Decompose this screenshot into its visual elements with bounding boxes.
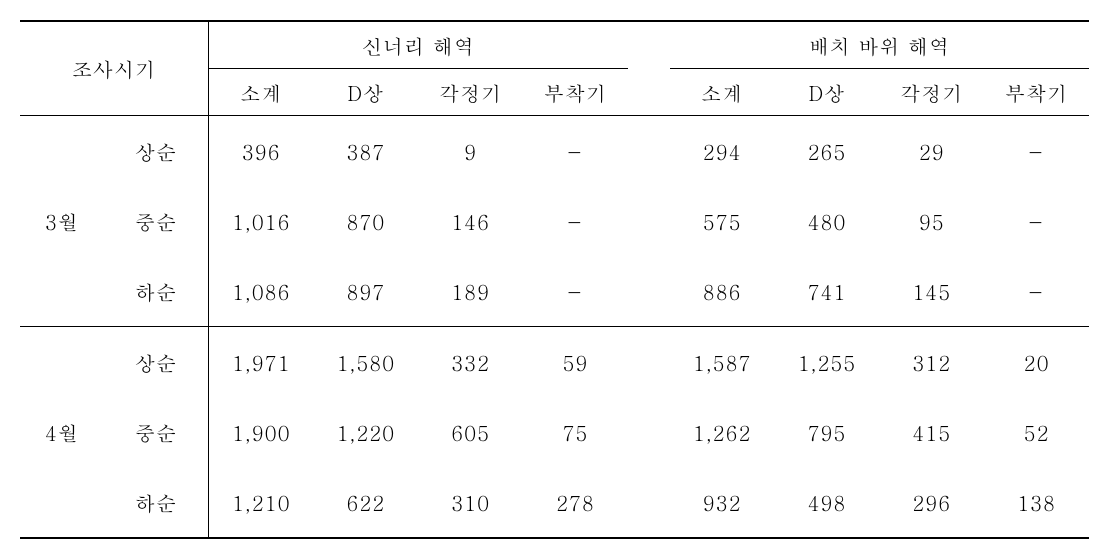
period-cell: 상순 <box>104 327 209 398</box>
col-attach-2: 부착기 <box>984 69 1089 116</box>
data-cell: 1,255 <box>775 327 880 398</box>
data-cell: 1,900 <box>209 397 314 467</box>
survey-period-header: 조사시기 <box>20 21 209 116</box>
data-cell: 146 <box>418 186 523 256</box>
data-cell: 575 <box>670 186 775 256</box>
data-cell: 1,971 <box>209 327 314 398</box>
data-cell: 75 <box>523 397 628 467</box>
data-cell: 138 <box>984 467 1089 538</box>
data-cell: 622 <box>313 467 418 538</box>
data-cell: 1,086 <box>209 256 314 327</box>
data-cell: 886 <box>670 256 775 327</box>
data-cell: 1,210 <box>209 467 314 538</box>
data-cell: 278 <box>523 467 628 538</box>
period-cell: 하순 <box>104 256 209 327</box>
data-cell: 145 <box>879 256 984 327</box>
data-cell: － <box>523 186 628 256</box>
data-cell: 29 <box>879 116 984 187</box>
col-subtotal-1: 소계 <box>209 69 314 116</box>
data-cell: 95 <box>879 186 984 256</box>
gap-cell <box>628 327 670 398</box>
period-cell: 하순 <box>104 467 209 538</box>
data-cell: － <box>984 186 1089 256</box>
data-cell: 387 <box>313 116 418 187</box>
period-cell: 중순 <box>104 397 209 467</box>
data-cell: 897 <box>313 256 418 327</box>
group2-header: 배치 바위 해역 <box>670 21 1089 69</box>
data-cell: 396 <box>209 116 314 187</box>
month-cell: 4월 <box>20 327 104 539</box>
data-cell: 870 <box>313 186 418 256</box>
period-cell: 상순 <box>104 116 209 187</box>
table-row: 3월 상순 396 387 9 － 294 265 29 － <box>20 116 1089 187</box>
data-cell: 1,016 <box>209 186 314 256</box>
data-cell: 1,262 <box>670 397 775 467</box>
col-attach-1: 부착기 <box>523 69 628 116</box>
data-cell: 1,580 <box>313 327 418 398</box>
header-gap <box>628 21 670 69</box>
data-cell: － <box>984 256 1089 327</box>
data-cell: 59 <box>523 327 628 398</box>
group1-header: 신너리 해역 <box>209 21 628 69</box>
data-cell: 795 <box>775 397 880 467</box>
gap-cell <box>628 186 670 256</box>
survey-table: 조사시기 신너리 해역 배치 바위 해역 소계 D상 각정기 부착기 소계 D상… <box>20 20 1089 539</box>
table-row: 4월 상순 1,971 1,580 332 59 1,587 1,255 312… <box>20 327 1089 398</box>
gap-cell <box>628 397 670 467</box>
data-cell: 294 <box>670 116 775 187</box>
data-cell: 1,220 <box>313 397 418 467</box>
col-d-1: D상 <box>313 69 418 116</box>
data-cell: 189 <box>418 256 523 327</box>
header-gap-2 <box>628 69 670 116</box>
gap-cell <box>628 116 670 187</box>
data-cell: 480 <box>775 186 880 256</box>
data-cell: 932 <box>670 467 775 538</box>
col-d-2: D상 <box>775 69 880 116</box>
data-cell: 9 <box>418 116 523 187</box>
data-cell: 52 <box>984 397 1089 467</box>
data-cell: － <box>523 116 628 187</box>
table-row: 하순 1,210 622 310 278 932 498 296 138 <box>20 467 1089 538</box>
data-cell: 312 <box>879 327 984 398</box>
data-cell: 1,587 <box>670 327 775 398</box>
data-cell: － <box>523 256 628 327</box>
data-cell: － <box>984 116 1089 187</box>
month-cell: 3월 <box>20 116 104 327</box>
data-cell: 265 <box>775 116 880 187</box>
header-row-1: 조사시기 신너리 해역 배치 바위 해역 <box>20 21 1089 69</box>
col-each-2: 각정기 <box>879 69 984 116</box>
data-cell: 310 <box>418 467 523 538</box>
table-row: 중순 1,016 870 146 － 575 480 95 － <box>20 186 1089 256</box>
data-cell: 296 <box>879 467 984 538</box>
table-row: 중순 1,900 1,220 605 75 1,262 795 415 52 <box>20 397 1089 467</box>
data-cell: 498 <box>775 467 880 538</box>
gap-cell <box>628 467 670 538</box>
period-cell: 중순 <box>104 186 209 256</box>
table-row: 하순 1,086 897 189 － 886 741 145 － <box>20 256 1089 327</box>
data-cell: 20 <box>984 327 1089 398</box>
gap-cell <box>628 256 670 327</box>
col-subtotal-2: 소계 <box>670 69 775 116</box>
data-cell: 741 <box>775 256 880 327</box>
data-cell: 415 <box>879 397 984 467</box>
col-each-1: 각정기 <box>418 69 523 116</box>
data-cell: 605 <box>418 397 523 467</box>
data-cell: 332 <box>418 327 523 398</box>
